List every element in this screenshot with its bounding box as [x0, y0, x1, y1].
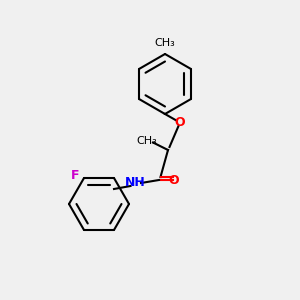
Text: NH: NH: [124, 176, 146, 190]
Text: O: O: [169, 173, 179, 187]
Text: CH₃: CH₃: [154, 38, 176, 48]
Text: CH₃: CH₃: [136, 136, 158, 146]
Text: O: O: [175, 116, 185, 130]
Text: F: F: [71, 169, 79, 182]
